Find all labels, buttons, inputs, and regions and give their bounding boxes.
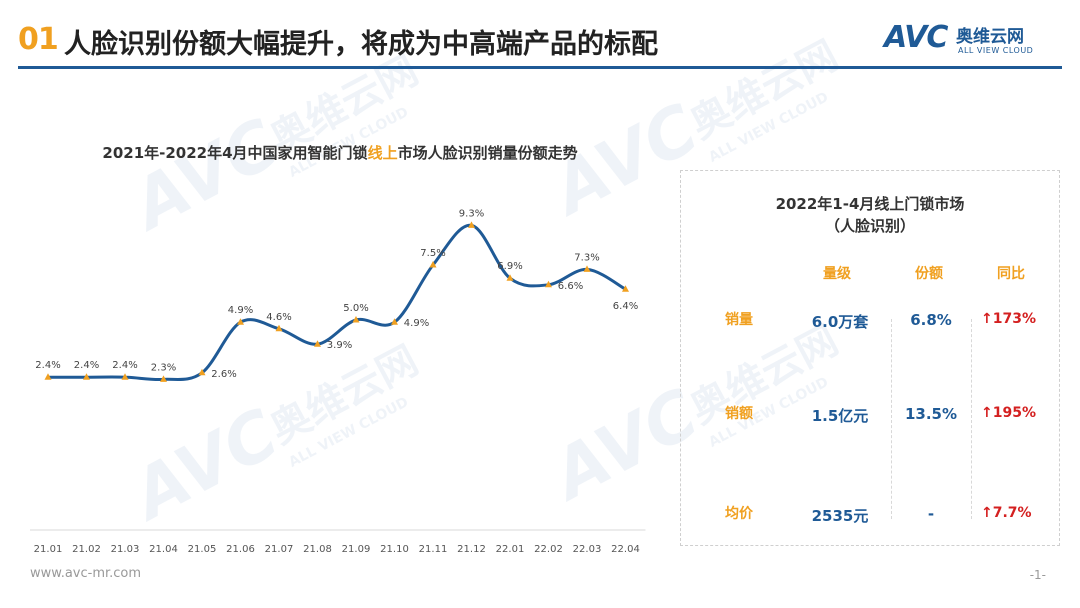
sales-amount-yoy: ↑195% [981,405,1036,421]
logo-chinese-name: 奥维云网 [956,27,1024,47]
data-point-marker [198,368,206,376]
data-label: 2.3% [151,362,176,373]
x-tick-label: 21.06 [226,544,255,555]
data-label: 2.4% [74,360,99,371]
slide-number-badge: 01 [18,22,59,57]
avg-price-share: - [927,505,935,523]
data-label: 4.9% [228,305,253,316]
data-point-marker [506,274,514,281]
brand-logo: AVC 奥维云网 ALL VIEW CLOUD [884,18,1054,62]
logo-mark: AVC [884,20,948,55]
x-tick-label: 21.10 [380,544,409,555]
column-header-share: 份额 [915,266,943,282]
sales-volume-value: 6.0万套 [811,313,869,331]
data-point-marker [583,265,591,272]
data-point-marker [121,373,129,380]
data-point-marker [468,221,475,228]
x-tick-label: 21.01 [34,544,63,555]
data-label: 4.9% [404,318,429,329]
column-header-yoy: 同比 [997,266,1025,282]
x-tick-label: 21.05 [188,544,217,555]
data-point-marker [237,318,244,325]
data-point-marker [391,318,398,325]
data-label: 2.4% [112,360,137,371]
data-point-marker [44,373,52,380]
x-tick-label: 21.12 [457,544,486,555]
chart-title-prefix: 2021年-2022年4月中国家用智能门锁 [102,144,368,162]
data-point-marker [275,324,283,332]
footer-website: www.avc-mr.com [30,566,142,581]
watermark-en: ALL VIEW CLOUD [706,89,831,166]
data-label: 7.3% [574,252,599,263]
x-tick-label: 21.02 [72,544,101,555]
chart-title-suffix: 市场人脸识别销量份额走势 [397,144,578,162]
avg-price-value: 2535元 [811,507,869,525]
x-tick-label: 22.04 [611,544,640,555]
sales-amount-value: 1.5亿元 [811,407,869,425]
header-divider [18,66,1062,69]
summary-title-line1: 2022年1-4月线上门锁市场 [775,195,965,213]
data-point-marker [545,280,552,288]
column-divider [891,319,892,519]
series-line [48,223,627,382]
x-tick-label: 22.02 [534,544,563,555]
avg-price-yoy: ↑7.7% [981,505,1032,521]
data-point-marker [314,340,321,347]
x-tick-label: 22.03 [573,544,602,555]
data-label: 4.6% [266,312,291,323]
logo-english-name: ALL VIEW CLOUD [958,46,1034,55]
x-tick-label: 21.11 [419,544,448,555]
up-arrow-icon: ↑ [981,311,993,327]
row-label-sales-volume: 销量 [725,312,753,328]
summary-panel: 2022年1-4月线上门锁市场 （人脸识别） 量级 份额 同比 销量 6.0万套… [680,170,1060,546]
data-point-marker [352,316,360,323]
data-point-marker [622,285,629,292]
share-trend-line-chart: 2.4% 21.01 2.4% 21.02 2.4% 21.03 2.3% 21.04 2.6%… [30,208,646,555]
x-tick-label: 21.09 [342,544,371,555]
x-tick-label: 21.03 [111,544,140,555]
summary-title-line2: （人脸识别） [824,217,915,235]
page-title: 人脸识别份额大幅提升，将成为中高端产品的标配 [64,29,658,60]
chart-title-highlight: 线上 [367,144,398,162]
data-point-marker [160,375,167,382]
data-label: 6.6% [558,281,583,292]
sales-volume-share: 6.8% [910,311,952,329]
row-label-avg-price: 均价 [725,506,753,522]
up-arrow-icon: ↑ [981,405,993,421]
x-tick-label: 21.07 [265,544,294,555]
data-label: 6.9% [497,261,522,272]
data-point-marker [429,261,437,268]
column-header-volume: 量级 [823,266,851,282]
data-point-marker [83,373,90,380]
data-label: 3.9% [327,340,352,351]
x-tick-label: 21.08 [303,544,332,555]
data-label: 2.6% [211,369,236,380]
data-label: 5.0% [343,303,368,314]
data-label: 7.5% [420,248,445,259]
data-label: 2.4% [35,360,60,371]
watermark-cn: 奥维云网 [683,32,846,148]
sales-volume-yoy: ↑173% [981,311,1036,327]
data-label: 9.3% [459,208,484,219]
data-label: 6.4% [613,301,638,312]
x-tick-label: 21.04 [149,544,178,555]
summary-title: 2022年1-4月线上门锁市场 （人脸识别） [681,193,1059,237]
sales-amount-share: 13.5% [904,405,958,423]
x-tick-label: 22.01 [496,544,525,555]
column-divider [971,319,972,519]
chart-title: 2021年-2022年4月中国家用智能门锁线上市场人脸识别销量份额走势 [30,142,650,163]
page-number: -1- [1029,568,1046,582]
row-label-sales-amount: 销额 [725,406,753,422]
up-arrow-icon: ↑ [981,505,993,521]
